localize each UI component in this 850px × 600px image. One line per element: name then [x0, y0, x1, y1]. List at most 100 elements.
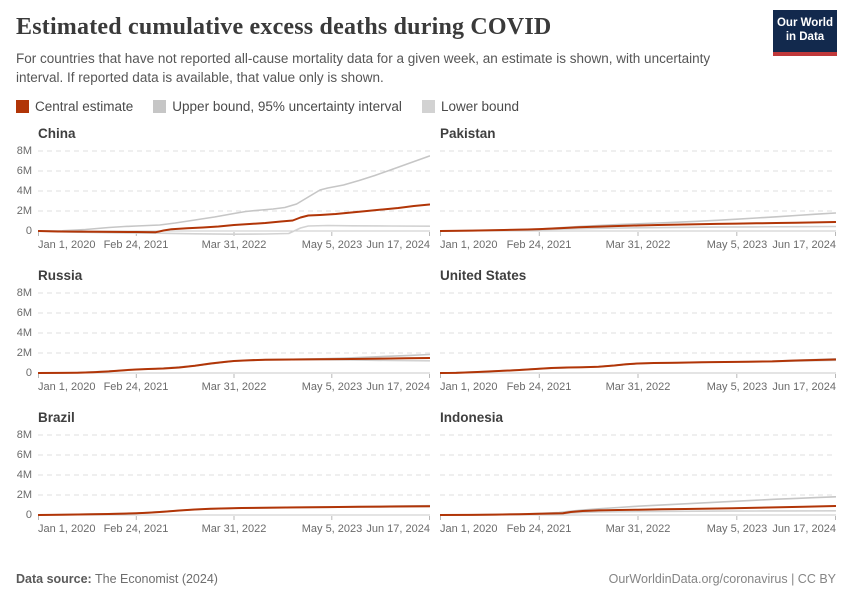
chart-china: China 8M 6M 4M 2M 0 Jan 1, 2020 Feb 24, 2021 M… — [16, 126, 430, 255]
x-tick-label: Mar 31, 2022 — [201, 239, 267, 252]
plot-area — [440, 429, 836, 521]
plot-area — [38, 429, 430, 521]
x-axis-labels: Jan 1, 2020 Feb 24, 2021 Mar 31, 2022 May 5… — [440, 523, 836, 539]
legend-item-upper-bound: Upper bound, 95% uncertainty interval — [153, 99, 402, 114]
x-tick-label: Feb 24, 2021 — [103, 381, 169, 394]
y-axis-labels: 8M 6M 4M 2M 0 — [14, 287, 34, 397]
series-line-central-estimate — [440, 358, 836, 375]
y-axis-labels: 8M 6M 4M 2M 0 — [14, 429, 34, 539]
chart-svg — [440, 434, 836, 521]
legend-label: Upper bound, 95% uncertainty interval — [172, 99, 402, 115]
series-line-upper-bound — [38, 155, 430, 233]
chart-svg — [440, 292, 836, 379]
footer: Data source: The Economist (2024) OurWor… — [16, 572, 836, 586]
series-line-central-estimate — [38, 505, 430, 517]
plot-wrap: Jan 1, 2020 Feb 24, 2021 Mar 31, 2022 May 5… — [440, 287, 836, 397]
owid-logo-accent-bar — [773, 51, 837, 56]
x-tick-label: Mar 31, 2022 — [605, 239, 671, 252]
x-tick-label: Jun 17, 2024 — [772, 381, 836, 394]
x-axis-labels: Jan 1, 2020 Feb 24, 2021 Mar 31, 2022 May 5… — [38, 381, 430, 397]
y-axis-labels: 8M 6M 4M 2M 0 — [14, 145, 34, 255]
plot-area — [38, 287, 430, 379]
y-tick-label: 2M — [16, 204, 32, 217]
chart-title: Indonesia — [440, 410, 504, 426]
x-tick-label: Jun 17, 2024 — [366, 523, 430, 536]
y-tick-label: 4M — [16, 326, 32, 339]
chart-title: Brazil — [38, 410, 75, 426]
owid-logo[interactable]: Our World in Data — [773, 10, 837, 56]
chart-svg — [38, 292, 430, 379]
x-tick-label: Jan 1, 2020 — [440, 523, 498, 536]
chart-united-states: United States Jan 1, 2020 Feb 24, 2021 Mar… — [440, 268, 836, 397]
series-line-central-estimate — [440, 505, 836, 517]
central-estimate-swatch-icon — [16, 100, 29, 114]
owid-logo-box: Our World in Data — [773, 10, 837, 52]
y-tick-label: 0 — [25, 224, 32, 237]
legend-label: Lower bound — [440, 99, 519, 115]
plot-area — [440, 287, 836, 379]
plot-area — [440, 145, 836, 237]
header: Estimated cumulative excess deaths durin… — [0, 0, 850, 114]
x-tick-label: Jun 17, 2024 — [772, 239, 836, 252]
chart-pakistan: Pakistan Jan 1, 2020 Feb 24, 2021 Mar 31, … — [440, 126, 836, 255]
page-title: Estimated cumulative excess deaths durin… — [16, 14, 552, 40]
x-axis-labels: Jan 1, 2020 Feb 24, 2021 Mar 31, 2022 May 5… — [440, 239, 836, 255]
x-tick-label: May 5, 2023 — [301, 523, 363, 536]
y-tick-label: 0 — [25, 508, 32, 521]
plot-area — [38, 145, 430, 237]
data-source-label: Data source: — [16, 572, 92, 586]
chart-title: China — [38, 126, 76, 142]
chart-indonesia: Indonesia Jan 1, 2020 Feb 24, 2021 Mar 31,… — [440, 410, 836, 539]
plot-wrap: Jan 1, 2020 Feb 24, 2021 Mar 31, 2022 May 5… — [440, 145, 836, 255]
x-tick-label: Mar 31, 2022 — [605, 523, 671, 536]
x-axis-labels: Jan 1, 2020 Feb 24, 2021 Mar 31, 2022 May 5… — [440, 381, 836, 397]
legend-item-central-estimate: Central estimate — [16, 99, 133, 114]
x-tick-label: May 5, 2023 — [706, 239, 768, 252]
owid-logo-line2: in Data — [785, 30, 825, 43]
x-tick-label: Feb 24, 2021 — [506, 239, 572, 252]
y-tick-label: 8M — [16, 144, 32, 157]
y-tick-label: 2M — [16, 488, 32, 501]
x-axis-labels: Jan 1, 2020 Feb 24, 2021 Mar 31, 2022 May 5… — [38, 523, 430, 539]
chart-title: Pakistan — [440, 126, 496, 142]
x-tick-label: May 5, 2023 — [301, 381, 363, 394]
y-tick-label: 6M — [16, 306, 32, 319]
plot-wrap: 8M 6M 4M 2M 0 Jan 1, 2020 Feb 24, 2021 Mar 31,… — [17, 145, 430, 255]
y-tick-label: 6M — [16, 448, 32, 461]
data-source-value: The Economist (2024) — [91, 572, 218, 586]
series-line-upper-bound — [38, 354, 430, 375]
chart-svg — [38, 150, 430, 237]
chart-russia: Russia 8M 6M 4M 2M 0 Jan 1, 2020 Feb 24, 2021… — [16, 268, 430, 397]
x-tick-label: Feb 24, 2021 — [506, 523, 572, 536]
x-tick-label: May 5, 2023 — [706, 523, 768, 536]
x-tick-label: Jun 17, 2024 — [772, 523, 836, 536]
y-tick-label: 4M — [16, 468, 32, 481]
legend-item-lower-bound: Lower bound — [421, 99, 519, 115]
owid-logo-line1: Our World — [776, 17, 833, 29]
x-tick-label: Mar 31, 2022 — [605, 381, 671, 394]
x-tick-label: Jan 1, 2020 — [38, 381, 96, 394]
lower-bound-swatch-icon — [421, 100, 435, 114]
chart-title: United States — [440, 268, 527, 284]
x-tick-label: Jan 1, 2020 — [38, 523, 96, 536]
y-tick-label: 8M — [16, 286, 32, 299]
legend: Central estimate Upper bound, 95% uncert… — [16, 99, 834, 114]
x-tick-label: Jan 1, 2020 — [440, 239, 498, 252]
x-tick-label: Feb 24, 2021 — [103, 523, 169, 536]
y-tick-label: 8M — [16, 428, 32, 441]
y-tick-label: 4M — [16, 184, 32, 197]
chart-title: Russia — [38, 268, 83, 284]
series-line-central-estimate — [440, 221, 836, 233]
x-tick-label: Feb 24, 2021 — [506, 381, 572, 394]
x-tick-label: Jan 1, 2020 — [440, 381, 498, 394]
x-tick-label: Jan 1, 2020 — [38, 239, 96, 252]
chart-svg — [440, 150, 836, 237]
plot-wrap: 8M 6M 4M 2M 0 Jan 1, 2020 Feb 24, 2021 Mar 31,… — [17, 287, 430, 397]
y-tick-label: 0 — [25, 366, 32, 379]
legend-label: Central estimate — [35, 99, 134, 115]
owid-url-link[interactable]: OurWorldinData.org/coronavirus | CC BY — [608, 572, 836, 586]
y-tick-label: 6M — [16, 164, 32, 177]
upper-bound-swatch-icon — [153, 100, 167, 114]
x-tick-label: May 5, 2023 — [706, 381, 768, 394]
